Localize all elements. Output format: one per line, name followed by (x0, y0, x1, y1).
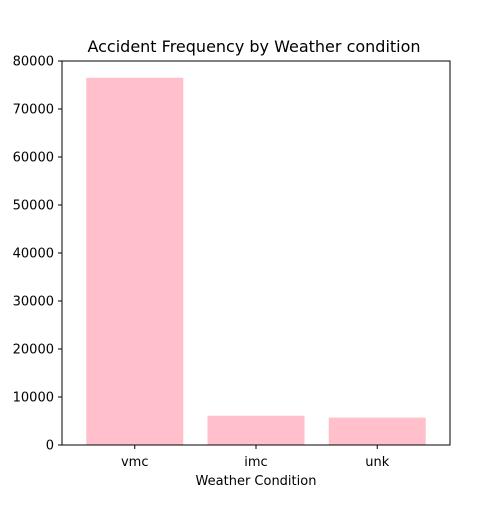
x-axis: vmc imc unk (121, 445, 390, 470)
y-tick-label: 60000 (13, 151, 54, 166)
chart-title: Accident Frequency by Weather condition (87, 37, 420, 56)
y-axis: 0 10000 20000 30000 40000 50000 60000 70000 8000… (13, 55, 62, 454)
y-tick-label: 20000 (13, 343, 54, 358)
y-tick-label: 40000 (13, 247, 54, 262)
y-tick-label: 80000 (13, 55, 54, 70)
y-tick-label: 30000 (13, 295, 54, 310)
bars-group (86, 77, 426, 446)
x-axis-label: Weather Condition (196, 474, 317, 489)
x-tick-label-imc: imc (244, 455, 267, 470)
x-tick-label-vmc: vmc (121, 455, 149, 470)
bar-imc (207, 415, 305, 445)
bar-unk (328, 417, 426, 445)
y-tick-label: 50000 (13, 199, 54, 214)
x-tick-label-unk: unk (365, 455, 389, 470)
y-tick-label: 10000 (13, 391, 54, 406)
y-tick-label: 70000 (13, 103, 54, 118)
plot-frame (61, 60, 451, 446)
bar-vmc (86, 77, 184, 446)
y-tick-label: 0 (46, 439, 54, 454)
